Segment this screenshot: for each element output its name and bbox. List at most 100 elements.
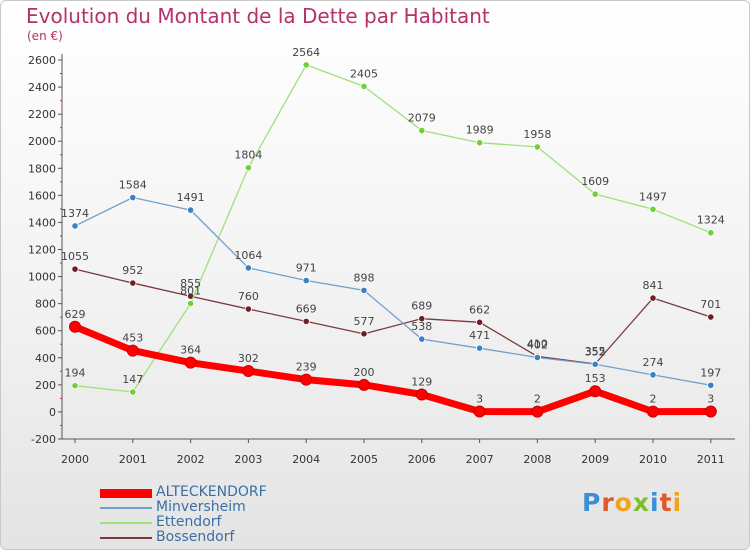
data-point	[71, 265, 79, 273]
legend-swatch	[100, 522, 152, 524]
data-label: 364	[180, 344, 201, 357]
data-label: 239	[296, 361, 317, 374]
data-point	[69, 320, 81, 333]
data-label: 197	[700, 366, 721, 379]
data-label: 952	[122, 264, 143, 277]
x-tick-label: 2011	[697, 453, 725, 466]
data-label: 302	[238, 352, 259, 365]
data-label: 2	[534, 393, 541, 406]
legend-label: Bossendorf	[156, 529, 235, 545]
series-line-alteckendorf	[73, 323, 711, 416]
data-point	[649, 205, 657, 213]
data-point	[302, 276, 310, 285]
data-label: 1584	[119, 179, 147, 192]
data-point	[591, 360, 599, 368]
logo-letter: i	[650, 488, 660, 517]
y-tick-label: -200	[31, 433, 56, 446]
data-point	[244, 264, 252, 272]
x-tick-label: 2004	[292, 453, 320, 466]
x-tick-label: 2003	[234, 453, 262, 466]
data-point	[415, 388, 428, 401]
data-point	[129, 279, 137, 287]
data-label: 898	[354, 271, 375, 284]
series-line-minversheim	[74, 196, 711, 386]
data-label: 471	[469, 329, 490, 342]
data-label: 274	[643, 356, 664, 369]
data-label: 1804	[234, 149, 262, 162]
data-point	[244, 164, 252, 172]
data-point	[360, 286, 368, 294]
logo-letter: x	[632, 488, 650, 517]
data-point	[649, 371, 657, 379]
y-tick-label: 600	[35, 325, 56, 338]
data-label: 971	[296, 261, 317, 274]
data-point	[475, 344, 484, 352]
chart-title: Evolution du Montant de la Dette par Hab…	[26, 4, 490, 28]
logo-letter: o	[614, 488, 633, 517]
data-point	[187, 299, 195, 308]
y-tick-label: 1800	[28, 162, 56, 175]
y-tick-label: 2600	[28, 54, 56, 67]
data-label: 629	[65, 308, 86, 321]
y-tick-label: 1400	[28, 216, 56, 229]
data-label: 1374	[61, 207, 89, 220]
data-label: 129	[411, 375, 432, 388]
data-point	[418, 335, 426, 343]
data-label: 2079	[408, 112, 436, 125]
data-point	[126, 344, 139, 357]
legend-label: Ettendorf	[156, 514, 222, 530]
data-point	[129, 388, 137, 396]
data-label: 669	[296, 302, 317, 315]
data-label: 200	[354, 366, 375, 379]
logo-letter: t	[659, 488, 673, 517]
data-point	[184, 356, 197, 369]
data-label: 147	[122, 373, 143, 386]
data-label: 355	[585, 345, 606, 358]
data-point	[418, 315, 426, 323]
data-point	[707, 381, 715, 389]
data-label: 841	[643, 279, 664, 292]
data-point	[302, 61, 310, 69]
proxiti-logo: Proxiti	[582, 488, 682, 517]
legend-item: Ettendorf	[100, 514, 360, 531]
x-tick-label: 2009	[581, 453, 609, 466]
data-point	[531, 405, 544, 418]
data-label: 153	[585, 372, 606, 385]
data-label: 760	[238, 290, 259, 303]
data-point	[71, 382, 79, 390]
data-point	[647, 405, 659, 418]
data-point	[244, 305, 252, 313]
data-label: 453	[122, 332, 143, 345]
series-line-ettendorf	[74, 64, 712, 393]
y-tick-label: 2400	[28, 81, 56, 94]
x-tick-label: 2000	[61, 453, 89, 466]
data-point	[242, 365, 255, 378]
data-label: 1609	[581, 175, 609, 188]
data-label: 2564	[292, 46, 320, 59]
data-label: 1989	[466, 124, 494, 137]
data-point	[589, 385, 602, 398]
data-label: 689	[411, 300, 432, 313]
data-point	[649, 294, 657, 302]
logo-letter: i	[672, 488, 683, 517]
data-label: 701	[700, 298, 721, 311]
y-tick-label: 1600	[28, 189, 56, 202]
data-label: 1491	[177, 191, 205, 204]
y-tick-label: 400	[35, 352, 56, 365]
y-tick-label: 0	[49, 406, 56, 419]
data-point	[533, 143, 542, 151]
data-label: 577	[354, 315, 375, 328]
chart-subtitle: (en €)	[27, 29, 63, 43]
data-label: 3	[476, 393, 483, 406]
legend-swatch	[100, 507, 152, 509]
data-label: 1055	[61, 250, 89, 263]
y-tick-label: 1000	[28, 271, 56, 284]
y-tick-label: 200	[35, 379, 56, 392]
data-point	[533, 353, 542, 362]
x-tick-label: 2008	[523, 453, 551, 466]
data-label: 1324	[697, 214, 725, 227]
x-tick-label: 2002	[177, 453, 205, 466]
data-label: 2	[650, 393, 657, 406]
